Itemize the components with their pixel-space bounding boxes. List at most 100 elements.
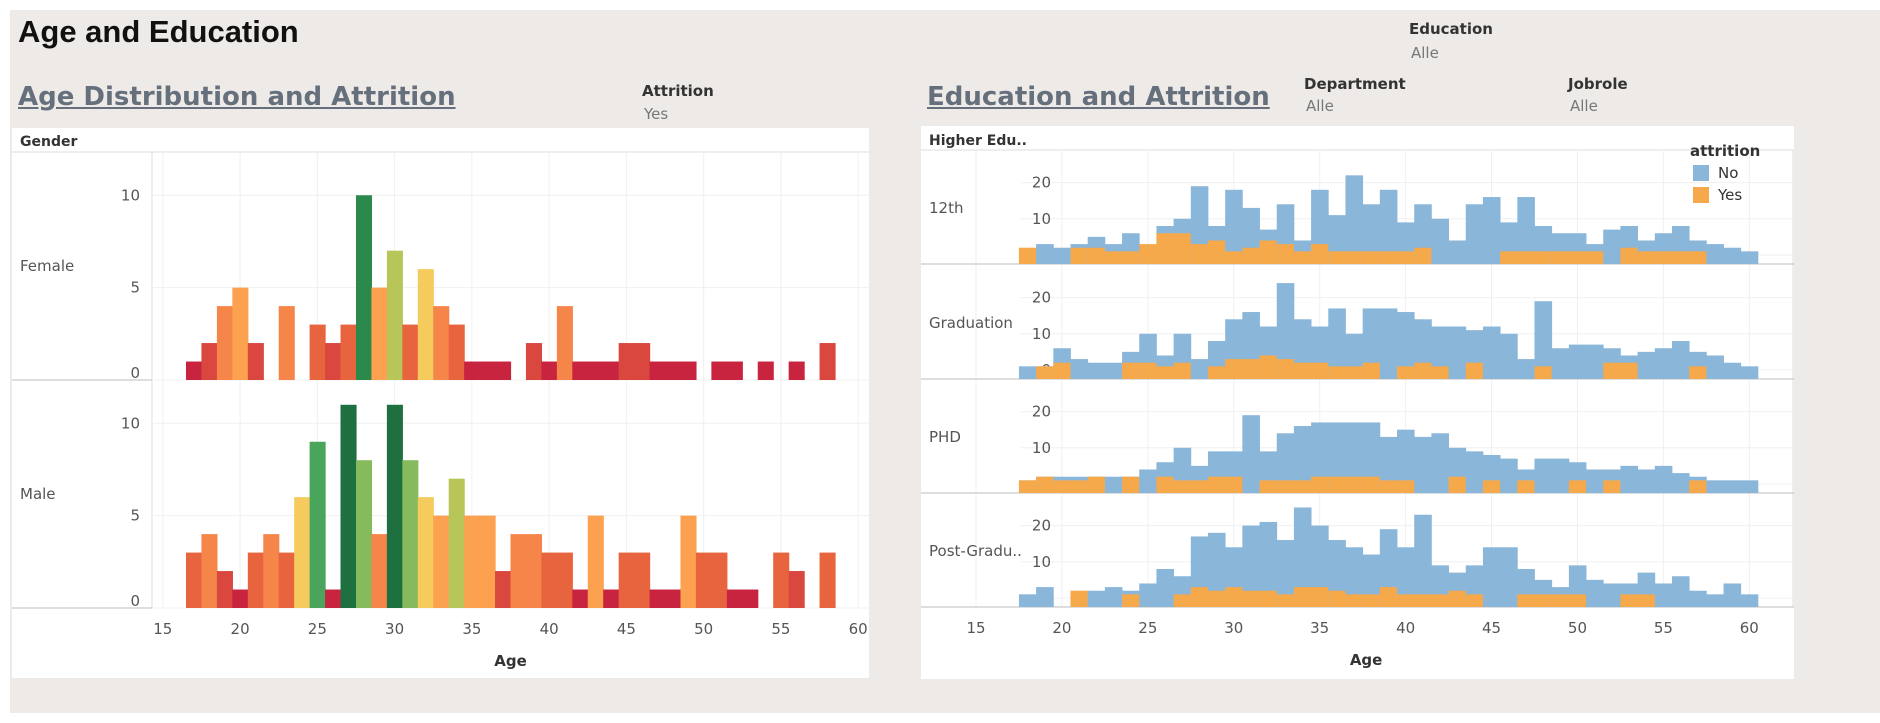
- bar-yes[interactable]: [1500, 251, 1518, 264]
- bar-no[interactable]: [1482, 326, 1501, 379]
- bar-no[interactable]: [1397, 547, 1415, 607]
- bar-no[interactable]: [1723, 480, 1742, 493]
- bar-no[interactable]: [1517, 197, 1535, 264]
- bar-yes[interactable]: [1654, 251, 1673, 264]
- bar-no[interactable]: [1036, 244, 1054, 264]
- age-bar[interactable]: [185, 361, 203, 380]
- bar-no[interactable]: [1379, 308, 1398, 379]
- bar-yes[interactable]: [1397, 366, 1415, 379]
- bar-yes[interactable]: [1328, 476, 1346, 493]
- bar-yes[interactable]: [1087, 247, 1106, 264]
- bar-no[interactable]: [1104, 476, 1123, 493]
- bar-no[interactable]: [1723, 247, 1742, 264]
- bar-yes[interactable]: [1620, 594, 1639, 607]
- bar-no[interactable]: [1104, 362, 1123, 379]
- bar-no[interactable]: [1431, 326, 1449, 379]
- bar-no[interactable]: [1654, 465, 1673, 493]
- age-bar[interactable]: [355, 195, 373, 380]
- bar-no[interactable]: [1397, 429, 1415, 493]
- bar-yes[interactable]: [1328, 590, 1346, 607]
- age-bar[interactable]: [726, 361, 743, 380]
- bar-no[interactable]: [1104, 587, 1123, 607]
- age-bar[interactable]: [479, 515, 496, 608]
- bar-yes[interactable]: [1397, 480, 1415, 493]
- bar-yes[interactable]: [1207, 476, 1226, 493]
- bar-no[interactable]: [1482, 197, 1501, 264]
- age-bar[interactable]: [572, 589, 589, 608]
- age-bar[interactable]: [603, 361, 620, 380]
- age-bar[interactable]: [278, 306, 295, 380]
- bar-yes[interactable]: [1190, 244, 1209, 264]
- bar-yes[interactable]: [1362, 251, 1381, 264]
- bar-yes[interactable]: [1345, 251, 1364, 264]
- bar-no[interactable]: [1397, 312, 1415, 379]
- bar-yes[interactable]: [1397, 594, 1415, 607]
- bar-yes[interactable]: [1190, 587, 1209, 607]
- bar-no[interactable]: [1242, 415, 1260, 493]
- bar-no[interactable]: [1362, 554, 1381, 607]
- age-bar[interactable]: [309, 324, 326, 380]
- bar-yes[interactable]: [1620, 362, 1639, 379]
- bar-yes[interactable]: [1259, 480, 1278, 493]
- age-bar[interactable]: [386, 250, 403, 380]
- age-bar[interactable]: [232, 287, 249, 380]
- bar-yes[interactable]: [1139, 244, 1157, 264]
- bar-yes[interactable]: [1431, 366, 1449, 379]
- bar-yes[interactable]: [1517, 251, 1535, 264]
- bar-yes[interactable]: [1345, 594, 1364, 607]
- bar-no[interactable]: [1379, 436, 1398, 493]
- age-bar[interactable]: [325, 343, 342, 380]
- age-bar[interactable]: [587, 361, 604, 380]
- age-sheet-title[interactable]: Age Distribution and Attrition: [18, 82, 456, 112]
- age-bar[interactable]: [788, 361, 805, 380]
- bar-no[interactable]: [1345, 175, 1364, 264]
- bar-no[interactable]: [1740, 594, 1759, 607]
- bar-no[interactable]: [1706, 355, 1724, 379]
- bar-yes[interactable]: [1207, 590, 1226, 607]
- age-bar[interactable]: [510, 534, 527, 608]
- education-filter-value[interactable]: Alle: [1411, 44, 1439, 62]
- bar-yes[interactable]: [1586, 251, 1604, 264]
- bar-yes[interactable]: [1620, 247, 1639, 264]
- bar-yes[interactable]: [1259, 590, 1278, 607]
- bar-yes[interactable]: [1122, 594, 1140, 607]
- age-bar[interactable]: [216, 306, 233, 380]
- age-bar[interactable]: [495, 361, 512, 380]
- bar-yes[interactable]: [1070, 590, 1089, 607]
- bar-no[interactable]: [1740, 251, 1759, 264]
- age-bar[interactable]: [680, 361, 697, 380]
- bar-no[interactable]: [1070, 359, 1089, 379]
- bar-yes[interactable]: [1070, 247, 1089, 264]
- bar-yes[interactable]: [1328, 251, 1346, 264]
- bar-no[interactable]: [1431, 218, 1449, 264]
- bar-yes[interactable]: [1225, 251, 1243, 264]
- bar-no[interactable]: [1139, 583, 1157, 607]
- age-bar[interactable]: [185, 552, 203, 608]
- bar-no[interactable]: [1053, 247, 1071, 264]
- department-filter-value[interactable]: Alle: [1306, 97, 1334, 115]
- bar-yes[interactable]: [1671, 251, 1690, 264]
- bar-no[interactable]: [1534, 301, 1553, 379]
- bar-no[interactable]: [1654, 583, 1673, 607]
- bar-no[interactable]: [1500, 333, 1518, 379]
- bar-no[interactable]: [1414, 514, 1432, 607]
- age-bar[interactable]: [464, 515, 481, 608]
- bar-yes[interactable]: [1139, 362, 1157, 379]
- bar-no[interactable]: [1706, 594, 1724, 607]
- bar-yes[interactable]: [1293, 587, 1312, 607]
- bar-no[interactable]: [1379, 189, 1398, 264]
- age-bar[interactable]: [417, 269, 434, 380]
- age-bar[interactable]: [340, 324, 357, 380]
- bar-no[interactable]: [1740, 480, 1759, 493]
- bar-yes[interactable]: [1637, 594, 1656, 607]
- bar-no[interactable]: [1500, 458, 1518, 493]
- age-bar[interactable]: [402, 324, 419, 380]
- bar-yes[interactable]: [1053, 480, 1071, 493]
- bar-yes[interactable]: [1276, 359, 1295, 379]
- legend-item-yes[interactable]: Yes: [1690, 186, 1760, 204]
- age-bar[interactable]: [618, 552, 635, 608]
- bar-yes[interactable]: [1362, 594, 1381, 607]
- bar-no[interactable]: [1242, 525, 1260, 607]
- bar-yes[interactable]: [1414, 247, 1432, 264]
- bar-yes[interactable]: [1293, 362, 1312, 379]
